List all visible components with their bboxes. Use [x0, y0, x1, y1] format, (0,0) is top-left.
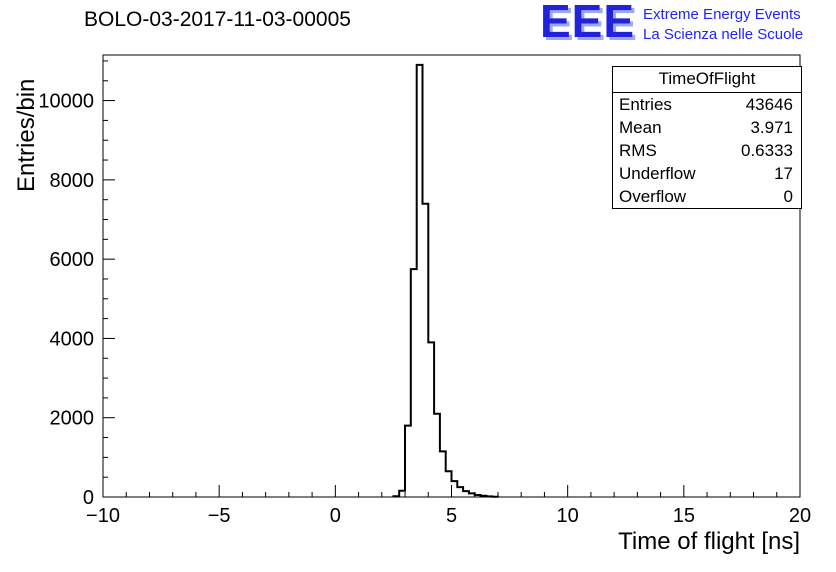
eee-logo-line1: Extreme Energy Events — [643, 6, 801, 23]
stats-row-rms: RMS 0.6333 — [613, 139, 801, 162]
stats-label: Entries — [619, 94, 672, 114]
stats-value: 0.6333 — [741, 140, 793, 160]
stats-row-underflow: Underflow 17 — [613, 162, 801, 185]
stats-label: Mean — [619, 117, 662, 137]
y-tick-label: 0 — [83, 487, 94, 509]
eee-logo-line2: La Scienza nelle Scuole — [643, 25, 804, 43]
stats-value: 43646 — [745, 94, 793, 114]
stats-value: 17 — [774, 163, 793, 183]
stats-box-title: TimeOfFlight — [613, 67, 801, 93]
stats-row-mean: Mean 3.971 — [613, 116, 801, 139]
stats-value: 3.971 — [750, 117, 793, 137]
stats-label: Underflow — [619, 163, 696, 183]
x-tick-label: 15 — [673, 505, 695, 527]
y-tick-label: 10000 — [38, 91, 94, 113]
y-tick-label: 6000 — [50, 249, 95, 271]
eee-logo-text: Extreme Energy Events La Scienza nelle S… — [643, 5, 803, 44]
y-axis-title: Entries/bin — [13, 79, 40, 192]
stats-label: Overflow — [619, 186, 687, 206]
y-tick-label: 2000 — [50, 408, 95, 430]
eee-logo: EEE Extreme Energy Events La Scienza nel… — [540, 0, 803, 47]
y-tick-label: 8000 — [50, 170, 95, 192]
histogram-title: BOLO-03-2017-11-03-00005 — [84, 8, 351, 31]
stats-row-overflow: Overflow 0 — [613, 185, 801, 208]
x-tick-label: −10 — [86, 505, 120, 527]
x-tick-label: 0 — [330, 505, 341, 527]
x-axis-title: Time of flight [ns] — [618, 528, 800, 555]
stats-value: 0 — [783, 186, 793, 206]
stats-label: RMS — [619, 140, 657, 160]
stats-row-entries: Entries 43646 — [613, 93, 801, 116]
x-tick-label: 10 — [557, 505, 579, 527]
x-tick-label: −5 — [208, 505, 231, 527]
x-tick-label: 20 — [789, 505, 811, 527]
x-tick-label: 5 — [446, 505, 457, 527]
histogram-step-line — [392, 63, 499, 498]
stats-box: TimeOfFlight Entries 43646 Mean 3.971 RM… — [612, 66, 802, 209]
eee-logo-acronym: EEE — [540, 0, 636, 47]
y-tick-label: 4000 — [50, 328, 95, 350]
